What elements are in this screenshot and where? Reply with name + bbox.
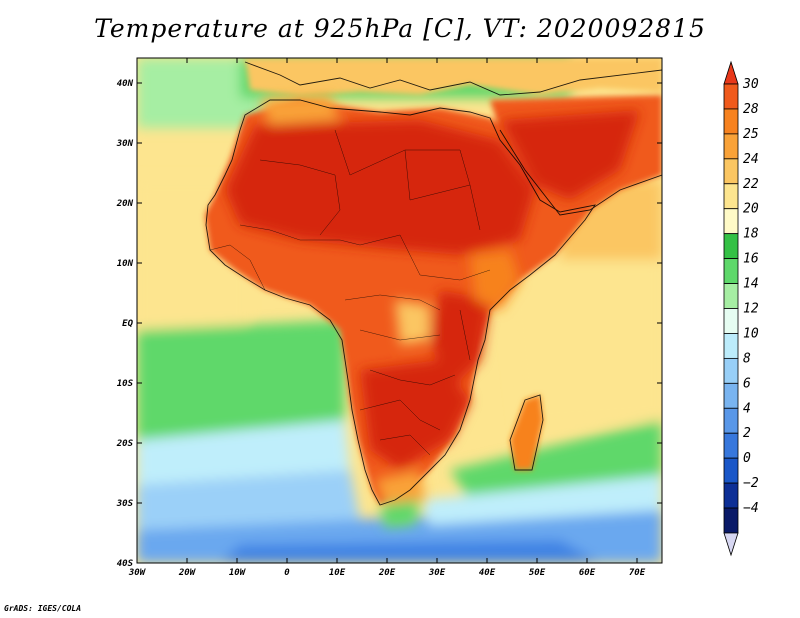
credit-text: GrADS: IGES/COLA: [4, 604, 82, 613]
colorbar-label: 16: [743, 252, 759, 267]
lon-tick-label: 0: [284, 568, 290, 578]
lon-tick-label: 30E: [428, 568, 446, 578]
longitude-labels: 30W 20W 10W 0 10E 20E 30E 40E 50E 60E 70E: [128, 568, 646, 578]
colorbar-label: 14: [743, 277, 759, 292]
lat-tick-label: EQ: [122, 319, 133, 329]
colorbar-label: 30: [742, 77, 759, 92]
map-frame: [136, 57, 663, 564]
ocean-south-atlantic-mild: [137, 420, 350, 485]
lon-tick-label: 20E: [378, 568, 396, 578]
colorbar-box: [723, 308, 739, 334]
colorbar-label: 25: [743, 127, 759, 142]
lon-tick-label: 50E: [529, 568, 546, 578]
colorbar-box: [723, 507, 739, 534]
land-maghreb-warm: [260, 95, 340, 125]
colorbar-cap-bottom: [723, 532, 739, 557]
lat-tick-label: 30N: [116, 139, 134, 149]
land-east-africa-hot: [430, 290, 490, 390]
colorbar-box: [723, 357, 739, 384]
ocean-indian-warm: [500, 230, 662, 430]
colorbar-box: [723, 83, 739, 110]
lat-tick-label: 30S: [116, 499, 134, 509]
latitude-labels: 40N 30N 20N 10N EQ 10S 20S 30S 40S: [116, 79, 134, 569]
lat-tick-label: 20N: [116, 199, 134, 209]
chart-title: Temperature at 925hPa [C], VT: 202009281…: [94, 14, 706, 43]
ocean-south-atlantic-cool: [137, 470, 360, 530]
land-arabia-hot: [500, 110, 640, 200]
africa-coastline: [205, 99, 596, 506]
colorbar-box: [723, 108, 739, 135]
lat-tick-label: 10S: [117, 379, 134, 389]
colorbar-label: 0: [743, 451, 751, 466]
lon-tick-label: 40E: [479, 568, 496, 578]
lat-tick-label: 20S: [116, 439, 134, 449]
land-madagascar: [510, 395, 543, 470]
colorbar-label: −4: [743, 501, 759, 516]
lon-tick-label: 60E: [579, 568, 596, 578]
lat-tick-label: 40N: [117, 79, 134, 89]
colorbar-box: [723, 382, 739, 409]
colorbar-cap-top: [723, 60, 739, 85]
lat-tick-label: 10N: [117, 259, 134, 269]
colorbar-box: [723, 233, 739, 260]
colorbar-box: [723, 158, 739, 185]
country-borders: [209, 129, 491, 456]
arabia-coastline: [499, 129, 662, 216]
colorbar-box: [723, 482, 739, 509]
colorbar-label: 28: [743, 102, 759, 117]
lon-tick-label: 20W: [178, 568, 197, 578]
colorbar-box: [723, 183, 739, 210]
ocean-indian-cool: [420, 475, 662, 525]
colorbar-label: 10: [743, 326, 759, 341]
colorbar-box: [723, 333, 739, 359]
colorbar-label: 6: [743, 376, 751, 391]
colorbar-box: [723, 407, 739, 434]
colorbar-label: 22: [743, 177, 759, 192]
axis-ticks: [136, 58, 662, 564]
lat-tick-label: 40S: [117, 559, 134, 569]
colorbar-box: [723, 208, 739, 235]
madagascar-coastline: [509, 394, 544, 471]
colorbar-box: [723, 258, 739, 284]
lon-tick-label: 30W: [128, 568, 147, 578]
ocean-southern-deep: [220, 540, 600, 563]
colorbar-label: 8: [743, 351, 751, 366]
ocean-south-atlantic-green: [137, 320, 345, 440]
ocean-indian-green: [450, 420, 662, 500]
europe-coastline: [244, 61, 662, 96]
temperature-map: [137, 58, 662, 563]
colorbar-box: [723, 283, 739, 309]
colorbar-box: [723, 432, 739, 459]
lon-tick-label: 10E: [329, 568, 346, 578]
colorbar-label: 2: [743, 426, 751, 441]
colorbar-label: −2: [743, 476, 759, 491]
colorbar-label: 24: [743, 152, 759, 167]
colorbar: [723, 60, 739, 557]
colorbar-box: [723, 133, 739, 160]
coastlines: [205, 61, 662, 506]
land-sahara-hot: [225, 120, 535, 255]
land-cape-mild: [380, 500, 420, 528]
land-ethiopian-highlands: [470, 250, 520, 310]
lon-tick-label: 10W: [229, 568, 247, 578]
land-central-highlands: [395, 300, 430, 345]
colorbar-box: [723, 457, 739, 484]
colorbar-label: 20: [743, 202, 759, 217]
colorbar-label: 4: [743, 401, 751, 416]
lon-tick-label: 70E: [629, 568, 646, 578]
colorbar-label: 18: [743, 227, 759, 242]
colorbar-label: 12: [743, 302, 759, 317]
